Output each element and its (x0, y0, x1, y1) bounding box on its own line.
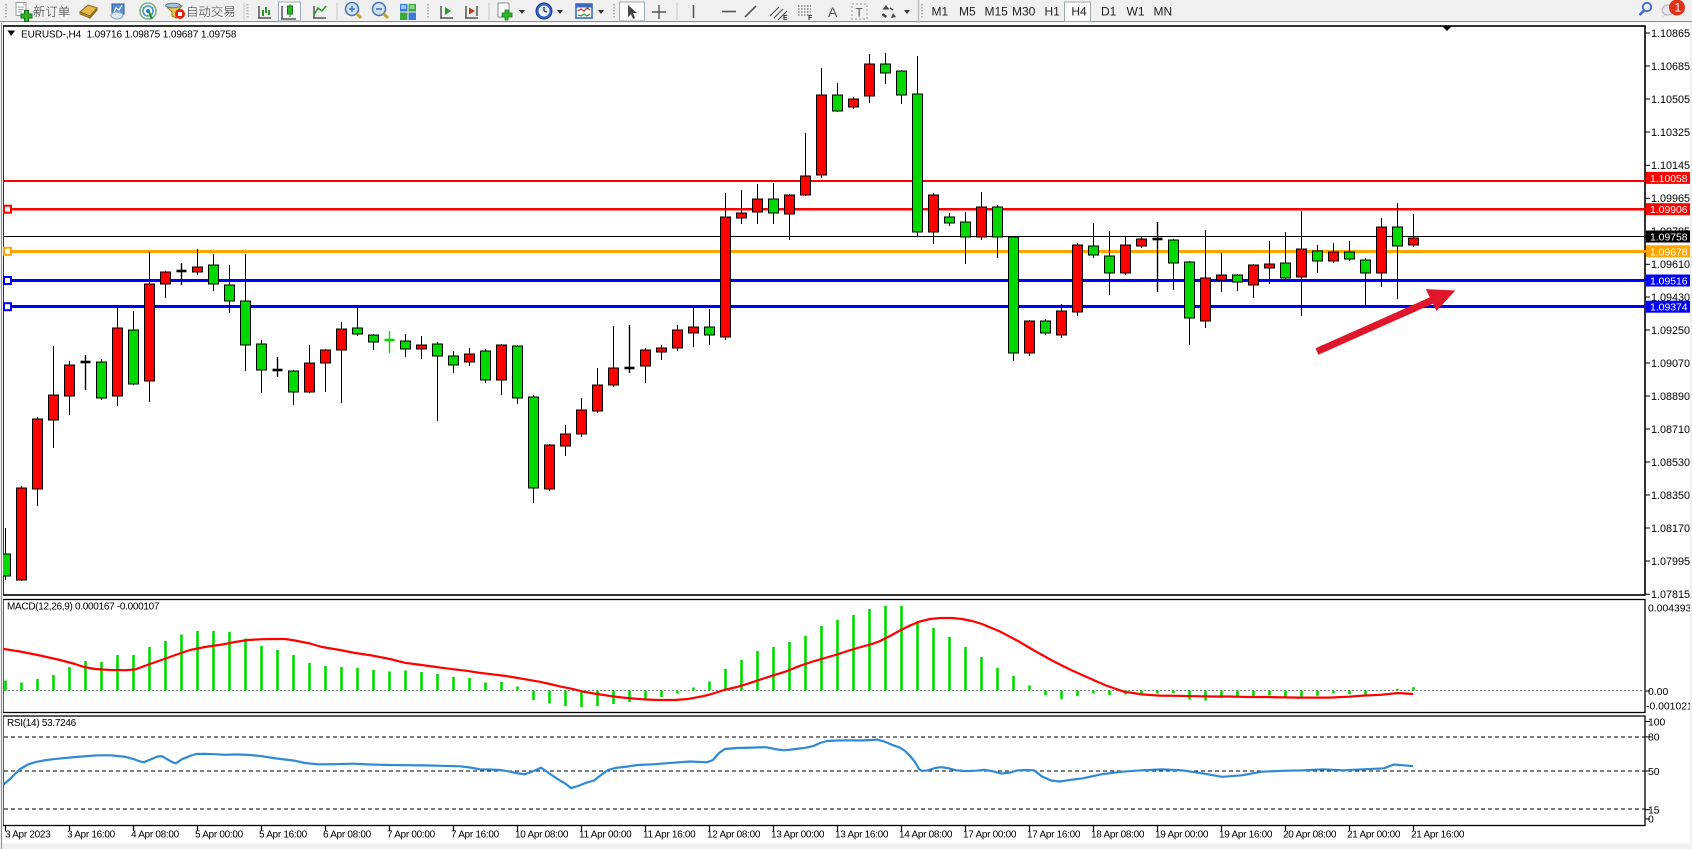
svg-text:1.09610: 1.09610 (1651, 259, 1690, 271)
svg-text:5 Apr 16:00: 5 Apr 16:00 (259, 830, 308, 841)
svg-text:10 Apr 08:00: 10 Apr 08:00 (515, 830, 569, 841)
svg-text:13 Apr 00:00: 13 Apr 00:00 (771, 830, 825, 841)
svg-text:1.09250: 1.09250 (1651, 325, 1690, 337)
svg-text:3 Apr 16:00: 3 Apr 16:00 (67, 830, 116, 841)
svg-text:6 Apr 08:00: 6 Apr 08:00 (323, 830, 372, 841)
svg-text:RSI(14) 53.7246: RSI(14) 53.7246 (7, 718, 77, 729)
svg-text:14 Apr 08:00: 14 Apr 08:00 (899, 830, 953, 841)
svg-text:13 Apr 16:00: 13 Apr 16:00 (835, 830, 889, 841)
svg-text:21 Apr 16:00: 21 Apr 16:00 (1411, 830, 1465, 841)
svg-text:7 Apr 00:00: 7 Apr 00:00 (387, 830, 436, 841)
svg-text:1.10058: 1.10058 (1650, 174, 1688, 185)
svg-text:19 Apr 00:00: 19 Apr 00:00 (1155, 830, 1209, 841)
svg-text:50: 50 (1648, 767, 1660, 778)
svg-text:1.08530: 1.08530 (1651, 457, 1690, 469)
svg-text:W1: W1 (1127, 5, 1145, 19)
svg-text:M1: M1 (932, 5, 949, 19)
svg-text:1.09906: 1.09906 (1650, 205, 1688, 216)
svg-text:1.10865: 1.10865 (1651, 28, 1690, 40)
svg-text:100: 100 (1648, 717, 1666, 728)
svg-text:1.07995: 1.07995 (1651, 556, 1690, 568)
svg-text:M30: M30 (1012, 5, 1036, 19)
svg-text:19 Apr 16:00: 19 Apr 16:00 (1219, 830, 1273, 841)
svg-text:1.10685: 1.10685 (1651, 61, 1690, 73)
svg-text:11 Apr 16:00: 11 Apr 16:00 (643, 830, 696, 841)
svg-text:11 Apr 00:00: 11 Apr 00:00 (579, 830, 632, 841)
svg-text:1.09678: 1.09678 (1650, 247, 1688, 258)
svg-text:M5: M5 (959, 5, 976, 19)
svg-text:1.09758: 1.09758 (1650, 233, 1688, 244)
svg-text:H1: H1 (1045, 5, 1061, 19)
svg-text:1.09374: 1.09374 (1650, 303, 1688, 314)
svg-text:5 Apr 00:00: 5 Apr 00:00 (195, 830, 244, 841)
svg-text:20 Apr 08:00: 20 Apr 08:00 (1283, 830, 1337, 841)
svg-text:1.08350: 1.08350 (1651, 490, 1690, 502)
svg-text:15: 15 (1648, 806, 1660, 817)
svg-text:0.00: 0.00 (1648, 687, 1668, 698)
svg-text:E: E (783, 15, 788, 22)
svg-text:H4: H4 (1071, 5, 1087, 19)
svg-text:1.08170: 1.08170 (1651, 523, 1690, 535)
svg-text:1.07815: 1.07815 (1651, 589, 1690, 601)
svg-text:D1: D1 (1101, 5, 1117, 19)
svg-text:1.09070: 1.09070 (1651, 358, 1690, 370)
svg-text:MACD(12,26,9) 0.000167 -0.0001: MACD(12,26,9) 0.000167 -0.000107 (7, 602, 160, 613)
svg-text:1.08710: 1.08710 (1651, 424, 1690, 436)
svg-text:MN: MN (1154, 5, 1173, 19)
svg-text:7 Apr 16:00: 7 Apr 16:00 (451, 830, 500, 841)
svg-text:17 Apr 16:00: 17 Apr 16:00 (1027, 830, 1081, 841)
svg-text:M15: M15 (985, 5, 1009, 19)
svg-text:1: 1 (1675, 1, 1682, 15)
svg-text:80: 80 (1648, 733, 1660, 744)
svg-text:21 Apr 00:00: 21 Apr 00:00 (1347, 830, 1401, 841)
svg-text:0.004393: 0.004393 (1648, 604, 1692, 615)
svg-text:1.09516: 1.09516 (1650, 277, 1688, 288)
svg-text:1.10145: 1.10145 (1651, 160, 1690, 172)
svg-text:17 Apr 00:00: 17 Apr 00:00 (963, 830, 1017, 841)
svg-text:18 Apr 08:00: 18 Apr 08:00 (1091, 830, 1145, 841)
svg-text:1.08890: 1.08890 (1651, 391, 1690, 403)
svg-text:-0.001021: -0.001021 (1646, 701, 1692, 712)
svg-text:1.10325: 1.10325 (1651, 127, 1690, 139)
svg-text:1.10505: 1.10505 (1651, 94, 1690, 106)
svg-text:EURUSD-,H4 1.09716 1.09875 1.: EURUSD-,H4 1.09716 1.09875 1.09687 1.097… (21, 30, 237, 41)
svg-text:12 Apr 08:00: 12 Apr 08:00 (707, 830, 761, 841)
svg-text:1.09965: 1.09965 (1651, 193, 1690, 205)
svg-text:A: A (828, 4, 838, 20)
svg-text:0: 0 (1648, 815, 1654, 826)
svg-text:T: T (856, 6, 864, 20)
svg-text:4 Apr 08:00: 4 Apr 08:00 (131, 830, 180, 841)
svg-text:3 Apr 2023: 3 Apr 2023 (5, 830, 51, 841)
svg-text:F: F (808, 15, 813, 22)
